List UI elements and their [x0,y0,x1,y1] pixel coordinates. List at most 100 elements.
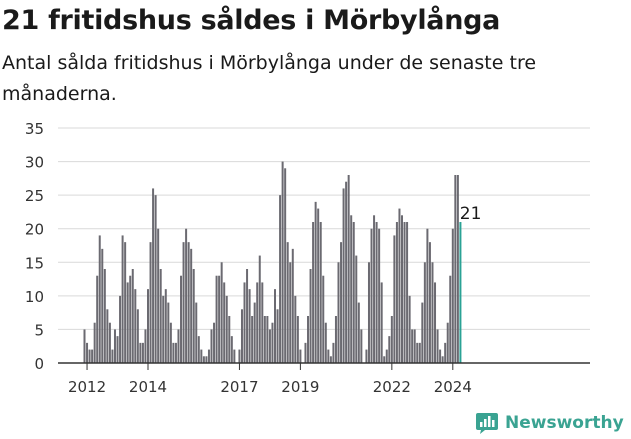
bar [228,316,231,363]
bar [439,349,442,363]
bar [406,222,409,363]
bar [83,329,86,363]
bar [401,215,403,363]
bar [388,336,391,363]
x-tick-label: 2022 [373,378,411,396]
bar [307,316,310,363]
bar [390,316,393,363]
bar [174,342,177,363]
bar [329,356,332,363]
bar [444,342,447,363]
bar [421,302,424,363]
bar [411,329,414,363]
bar [309,269,312,363]
y-tick-label: 15 [25,254,44,272]
bar [423,262,426,363]
bar [164,289,167,363]
bar [111,349,114,363]
y-tick-label: 0 [34,355,44,373]
bar [375,222,378,363]
y-axis-labels: 0 5 10 15 20 25 30 35 [25,120,44,373]
bar [218,275,221,363]
bar [172,342,175,363]
bar [149,242,152,363]
bar [332,342,335,363]
bar [355,255,358,363]
y-tick-label: 35 [25,120,44,138]
bar [210,329,213,363]
bar [274,289,276,363]
bar [258,255,261,363]
bar [192,269,195,363]
bar [334,316,337,363]
bar [126,282,129,363]
bar [197,336,200,363]
x-tick-label: 2014 [129,378,167,396]
bar [169,322,172,363]
bar [383,356,386,363]
bar [398,208,401,363]
bar [225,295,228,363]
bar [207,349,210,363]
bar [393,235,396,363]
bar [177,329,180,363]
latest-value-label: 21 [460,204,482,224]
bars [83,161,462,363]
bar [159,269,162,363]
bar [451,228,454,363]
bar [154,195,157,363]
y-tick-label: 20 [25,221,44,239]
bar [403,222,406,363]
bar [284,168,287,363]
bar [281,161,284,363]
brand-name: Newsworthy [505,413,624,433]
bar [233,349,236,363]
bar [449,275,452,363]
bar [136,309,139,363]
bar [131,269,134,363]
bar [240,309,243,363]
bar [101,248,104,363]
bar [324,322,327,363]
bar [271,322,274,363]
bar [180,275,183,363]
bar [294,295,297,363]
bar [365,349,368,363]
gridlines [58,127,590,330]
bar [431,262,434,363]
bar [291,248,294,363]
bar [340,242,343,363]
bar [408,295,411,363]
bar [319,222,322,363]
bar [263,316,266,363]
bar [436,329,439,363]
bar [187,242,190,363]
x-tick-label: 2012 [68,378,106,396]
bar [286,242,289,363]
annotations: 21 [458,203,483,226]
chart-subtitle: Antal sålda fritidshus i Mörbylånga unde… [2,52,537,105]
bar [312,222,315,363]
bar [91,349,94,363]
x-tick-label: 2019 [281,378,319,396]
bar [129,275,132,363]
bar [373,215,376,363]
bar [456,175,459,363]
bar [428,242,431,363]
x-tick-label: 2024 [434,378,472,396]
bar [124,242,127,363]
bar [243,282,246,363]
bar [418,342,421,363]
bar [152,188,155,363]
bar [304,342,307,363]
bar [268,329,271,363]
newsworthy-logo-icon [476,413,498,434]
newsworthy-brand: Newsworthy [475,408,624,438]
bar [266,316,269,363]
bar [215,275,218,363]
bar [116,336,119,363]
bar [327,349,330,363]
bar [113,329,116,363]
bar [195,302,198,363]
